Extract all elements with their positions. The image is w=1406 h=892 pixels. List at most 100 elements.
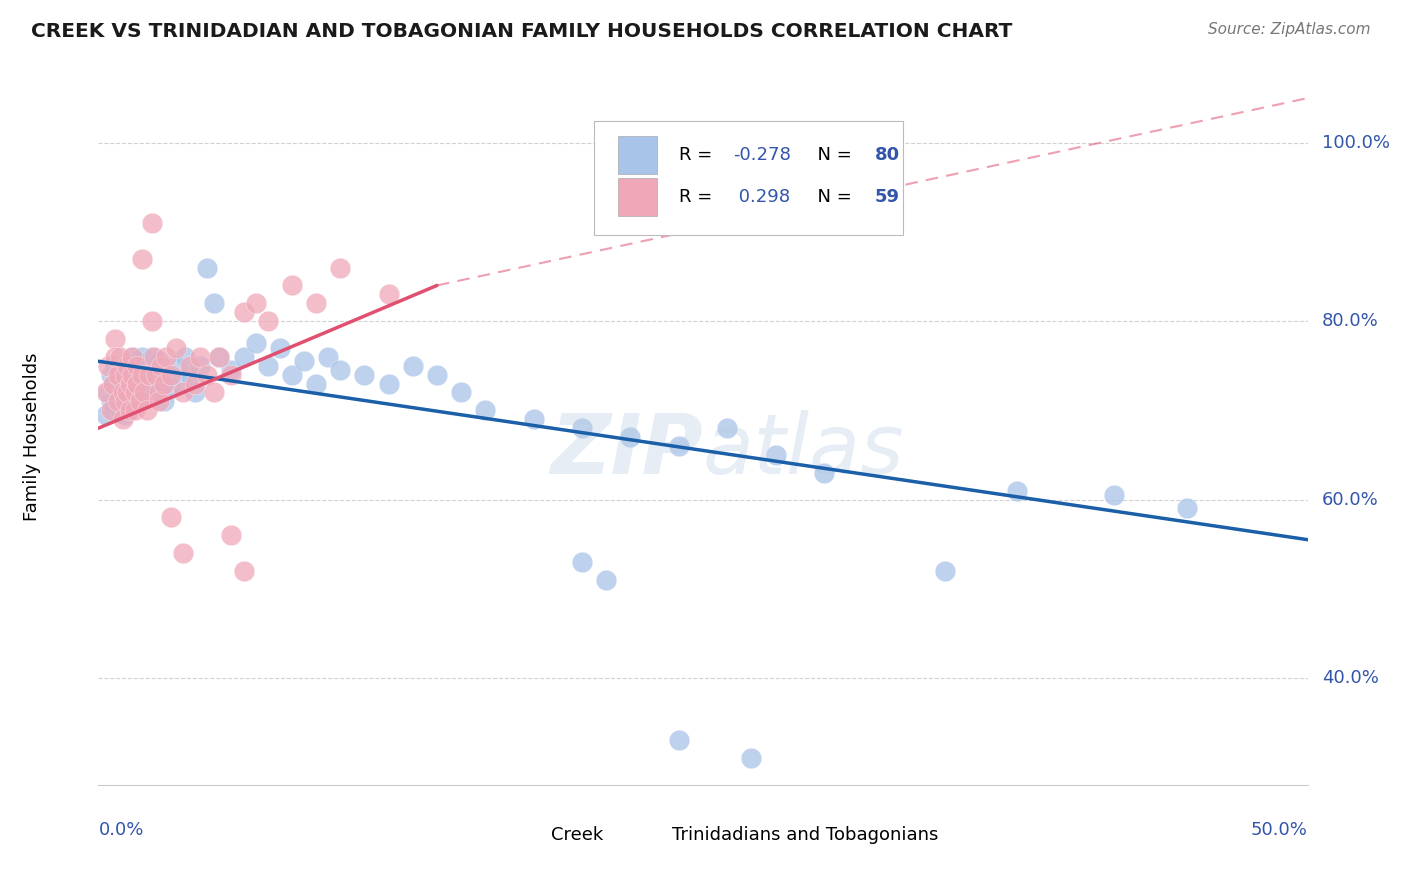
FancyBboxPatch shape — [509, 822, 536, 848]
Point — [104, 350, 127, 364]
Point — [305, 376, 328, 391]
Point — [281, 368, 304, 382]
Point — [127, 376, 149, 391]
Point — [155, 368, 177, 382]
Point — [195, 260, 218, 275]
Point — [195, 368, 218, 382]
Point — [108, 403, 131, 417]
Point — [172, 385, 194, 400]
Point — [148, 394, 170, 409]
Point — [148, 385, 170, 400]
Text: N =: N = — [806, 188, 858, 206]
Point — [474, 403, 496, 417]
Text: 60.0%: 60.0% — [1322, 491, 1379, 508]
Point — [121, 350, 143, 364]
FancyBboxPatch shape — [619, 136, 657, 175]
Point — [450, 385, 472, 400]
Point — [232, 350, 254, 364]
Point — [94, 385, 117, 400]
Point — [204, 385, 226, 400]
Text: R =: R = — [679, 188, 718, 206]
Point — [138, 359, 160, 373]
Point — [124, 385, 146, 400]
Point — [117, 359, 139, 373]
Point — [148, 354, 170, 368]
Text: 80: 80 — [875, 146, 900, 164]
Point — [127, 354, 149, 368]
Point — [104, 359, 127, 373]
Point — [232, 305, 254, 319]
Point — [121, 381, 143, 395]
Text: N =: N = — [806, 146, 858, 164]
Point — [208, 350, 231, 364]
Point — [143, 350, 166, 364]
Point — [813, 466, 835, 480]
Point — [97, 359, 120, 373]
Point — [134, 385, 156, 400]
Point — [124, 403, 146, 417]
Point — [221, 528, 243, 542]
Point — [740, 751, 762, 765]
Point — [150, 359, 173, 373]
Point — [111, 385, 134, 400]
Point — [118, 376, 141, 391]
Point — [108, 350, 131, 364]
Point — [169, 376, 191, 391]
Point — [571, 421, 593, 435]
Point — [377, 376, 399, 391]
Point — [111, 412, 134, 426]
Point — [107, 368, 129, 382]
Point — [668, 439, 690, 453]
Point — [127, 381, 149, 395]
Point — [135, 381, 157, 395]
FancyBboxPatch shape — [595, 120, 903, 235]
Text: atlas: atlas — [703, 410, 904, 491]
Point — [329, 260, 352, 275]
Point — [221, 368, 243, 382]
Point — [221, 363, 243, 377]
Point — [118, 403, 141, 417]
Point — [100, 394, 122, 409]
Point — [402, 359, 425, 373]
Point — [121, 368, 143, 382]
Point — [188, 359, 211, 373]
Text: Source: ZipAtlas.com: Source: ZipAtlas.com — [1208, 22, 1371, 37]
Point — [118, 372, 141, 386]
Point — [245, 336, 267, 351]
Point — [117, 385, 139, 400]
Point — [245, 296, 267, 310]
Point — [101, 403, 124, 417]
Point — [117, 385, 139, 400]
Text: 80.0%: 80.0% — [1322, 312, 1379, 330]
Point — [256, 359, 278, 373]
Point — [165, 341, 187, 355]
Point — [1175, 501, 1198, 516]
Point — [114, 376, 136, 391]
Text: Family Households: Family Households — [22, 353, 41, 521]
Point — [131, 350, 153, 364]
Point — [145, 385, 167, 400]
Point — [107, 394, 129, 409]
Point — [94, 408, 117, 422]
Text: 40.0%: 40.0% — [1322, 669, 1379, 687]
Point — [668, 733, 690, 747]
Point — [426, 368, 449, 382]
Point — [353, 368, 375, 382]
Point — [160, 510, 183, 524]
Point — [141, 350, 163, 364]
Point — [150, 376, 173, 391]
Text: 50.0%: 50.0% — [1251, 821, 1308, 838]
Point — [256, 314, 278, 328]
Point — [172, 546, 194, 560]
Point — [716, 421, 738, 435]
Point — [232, 564, 254, 578]
Point — [152, 376, 174, 391]
Point — [595, 573, 617, 587]
Point — [128, 394, 150, 409]
Point — [765, 448, 787, 462]
Point — [141, 376, 163, 391]
Point — [141, 216, 163, 230]
Point — [107, 368, 129, 382]
Point — [179, 359, 201, 373]
Text: 59: 59 — [875, 188, 900, 206]
